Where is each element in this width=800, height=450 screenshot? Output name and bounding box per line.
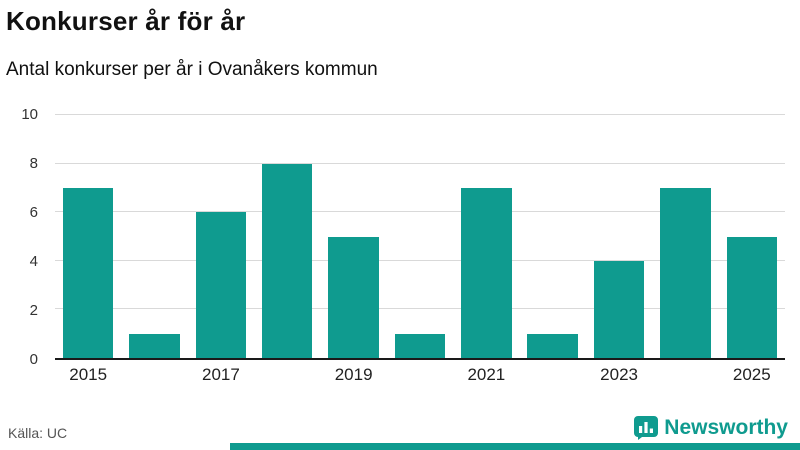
bar-2022: [527, 333, 578, 358]
x-tick-label: 2015: [69, 365, 108, 384]
page-title: Konkurser år för år: [6, 6, 246, 36]
gridline: [55, 114, 785, 115]
y-tick-label: 4: [29, 253, 38, 270]
gridline: [55, 162, 785, 164]
newsworthy-brand: Newsworthy: [634, 416, 788, 440]
plot-area: [55, 114, 785, 360]
x-tick-label: 2023: [600, 365, 638, 384]
bar-slot-2024: [652, 115, 718, 358]
bar-2015: [62, 187, 114, 358]
bar-slot-2022: [520, 115, 586, 358]
bar-slot-2025: [719, 115, 785, 358]
bar-slot-2016: [121, 115, 187, 358]
x-tick-label: 2021: [467, 365, 506, 384]
brand-name: Newsworthy: [664, 416, 788, 439]
bottom-accent-strip: [230, 443, 800, 450]
bar-slot-2019: [320, 115, 386, 358]
bar-slot-2018: [254, 115, 320, 358]
newsworthy-bar-chart-logo-icon: [634, 416, 659, 440]
bar-slot-2023: [586, 115, 652, 358]
gridline: [55, 211, 785, 213]
bar-2016: [129, 333, 180, 358]
bar-slot-2015: [55, 115, 121, 358]
bars: [55, 115, 785, 358]
chart-header: Konkurser år för år Antal konkurser per …: [6, 2, 790, 81]
bar-2017: [195, 212, 247, 358]
gridline: [55, 308, 785, 310]
source-label: Källa: UC: [8, 425, 68, 441]
bar-2025: [726, 236, 777, 358]
y-tick-label: 6: [29, 204, 38, 221]
bar-2018: [262, 163, 313, 358]
bar-2024: [660, 187, 711, 358]
y-tick-label: 10: [21, 106, 38, 123]
bar-2020: [394, 333, 446, 358]
bar-2023: [593, 260, 645, 358]
x-tick-label: 2025: [732, 365, 771, 384]
x-tick-label: 2019: [334, 365, 373, 384]
x-axis: 2015 2017 2019 2021 2023 2025: [55, 366, 785, 390]
gridline: [55, 259, 785, 261]
bar-2019: [328, 236, 379, 358]
x-tick-label: 2017: [201, 365, 240, 384]
bar-slot-2021: [453, 115, 519, 358]
y-tick-label: 2: [29, 302, 38, 319]
y-axis: 0 2 4 6 8 10: [0, 107, 46, 367]
y-tick-label: 8: [29, 155, 38, 172]
y-tick-label: 0: [29, 351, 38, 368]
chart-subtitle: Antal konkurser per år i Ovanåkers kommu…: [6, 59, 378, 80]
bar-2021: [461, 187, 512, 358]
bar-slot-2017: [188, 115, 254, 358]
bar-slot-2020: [387, 115, 453, 358]
